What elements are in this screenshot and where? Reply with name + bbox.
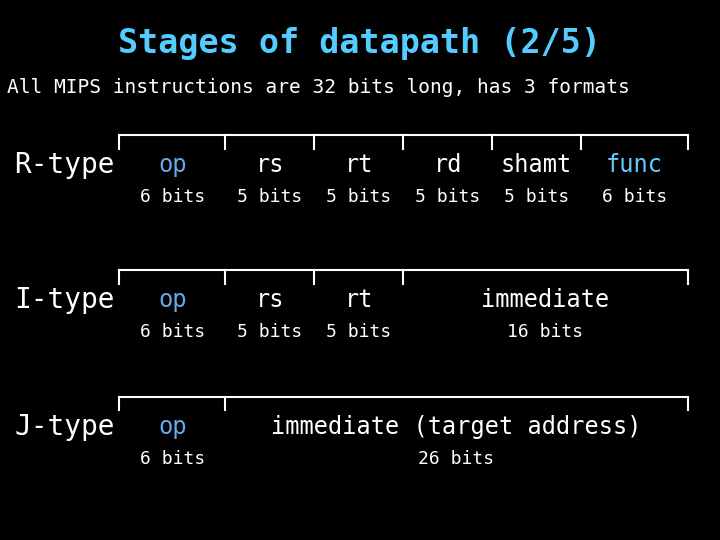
Text: Stages of datapath (2/5): Stages of datapath (2/5) (119, 27, 601, 60)
Text: rt: rt (344, 288, 373, 312)
Text: R-type: R-type (14, 151, 115, 179)
Text: rs: rs (256, 153, 284, 177)
Text: 6 bits: 6 bits (140, 323, 204, 341)
Text: 6 bits: 6 bits (140, 450, 204, 468)
Text: J-type: J-type (14, 413, 115, 441)
Text: rs: rs (256, 288, 284, 312)
Text: func: func (606, 153, 663, 177)
Text: immediate: immediate (481, 288, 610, 312)
Text: shamt: shamt (501, 153, 572, 177)
Text: 5 bits: 5 bits (238, 188, 302, 206)
Text: op: op (158, 415, 186, 438)
Text: I-type: I-type (14, 286, 115, 314)
Text: 6 bits: 6 bits (602, 188, 667, 206)
Text: op: op (158, 153, 186, 177)
Text: 5 bits: 5 bits (415, 188, 480, 206)
Text: 6 bits: 6 bits (140, 188, 204, 206)
Text: immediate (target address): immediate (target address) (271, 415, 642, 438)
Text: 5 bits: 5 bits (326, 323, 392, 341)
Text: All MIPS instructions are 32 bits long, has 3 formats: All MIPS instructions are 32 bits long, … (7, 78, 630, 97)
Text: 16 bits: 16 bits (508, 323, 583, 341)
Text: rt: rt (344, 153, 373, 177)
Text: 26 bits: 26 bits (418, 450, 495, 468)
Text: op: op (158, 288, 186, 312)
Text: 5 bits: 5 bits (326, 188, 392, 206)
Text: 5 bits: 5 bits (238, 323, 302, 341)
Text: 5 bits: 5 bits (504, 188, 569, 206)
Text: rd: rd (433, 153, 462, 177)
